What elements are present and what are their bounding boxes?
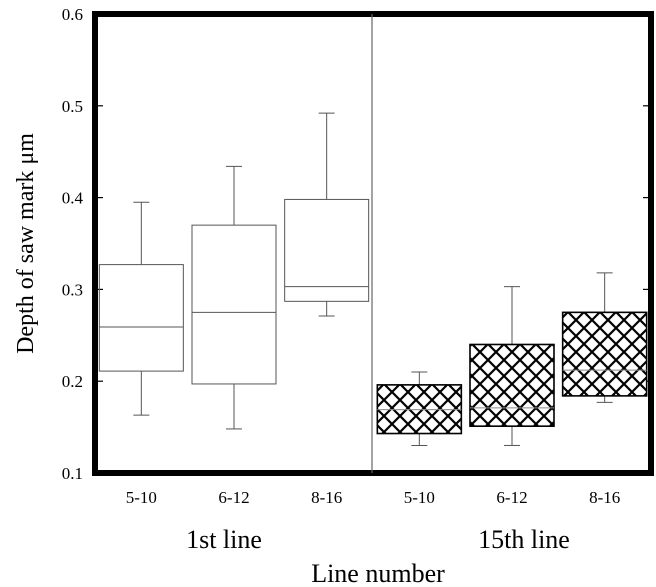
x-axis-label: Line number [311,559,445,587]
x-tick-label: 8-16 [589,488,620,507]
y-tick-label: 0.1 [62,464,83,483]
box [284,198,370,302]
y-tick-label: 0.6 [62,5,83,24]
group-label: 1st line [186,525,262,554]
y-tick-label: 0.5 [62,97,83,116]
x-tick-label: 6-12 [496,488,527,507]
y-axis-label: Depth of saw mark μm [13,133,39,354]
plot-frame [92,11,654,476]
y-tick-label: 0.3 [62,280,83,299]
y-tick-label: 0.2 [62,372,83,391]
box [561,311,648,397]
box [469,343,555,427]
box [98,264,184,372]
x-tick-label: 5-10 [126,488,157,507]
x-tick-label: 6-12 [218,488,249,507]
y-tick-label: 0.4 [62,189,84,208]
x-tick-label: 8-16 [311,488,342,507]
group-label: 15th line [478,525,570,554]
x-tick-label: 5-10 [404,488,435,507]
box [191,224,277,385]
